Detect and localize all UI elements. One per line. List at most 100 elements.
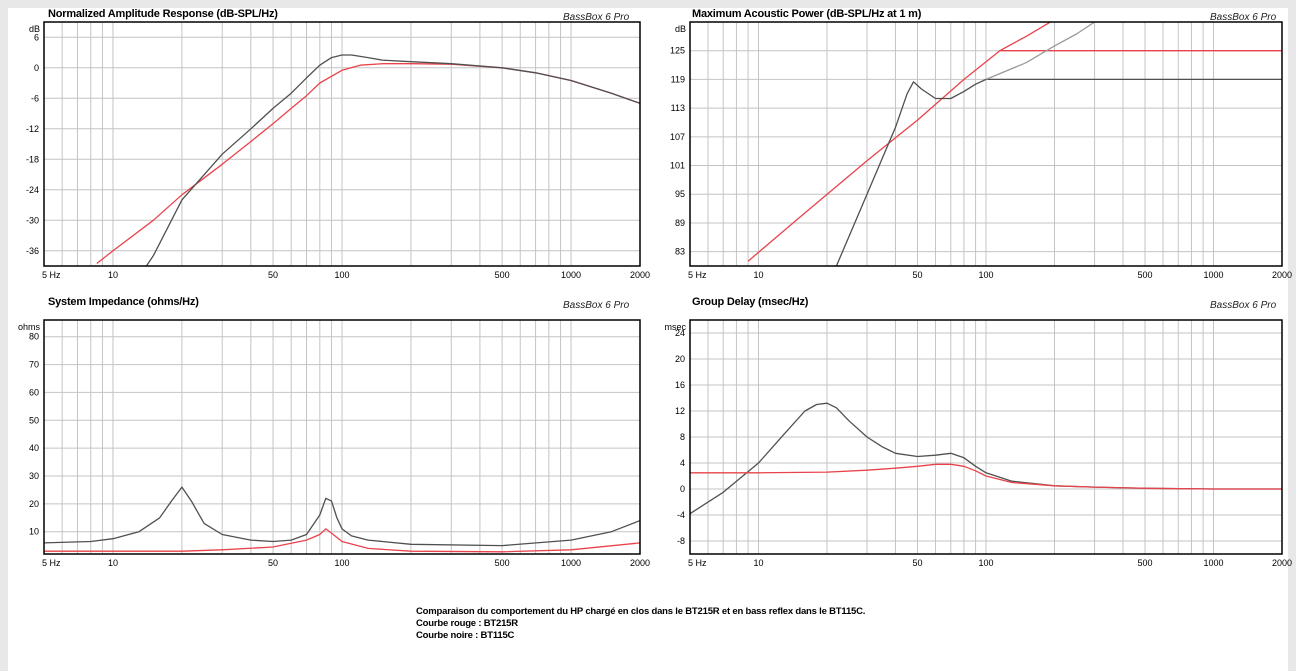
chart-title: Maximum Acoustic Power (dB-SPL/Hz at 1 m… <box>692 8 922 20</box>
series-group <box>96 54 640 266</box>
plot-frame <box>689 21 1283 267</box>
caption-red-curve: Courbe rouge : BT215R <box>416 618 518 629</box>
brand-label: BassBox 6 Pro <box>563 12 630 23</box>
y-tick-label: -18 <box>26 154 39 164</box>
x-tick-label: 5 Hz <box>42 270 61 280</box>
y-tick-label: 101 <box>670 161 685 171</box>
y-tick-label: 119 <box>671 74 685 84</box>
x-tick-label: 100 <box>334 270 349 280</box>
amplitude-plot: dB6 0 -6 -12 -18 -24 -30 -36 5 Hz 10 50 100 500 1000 2… <box>26 21 650 280</box>
grid <box>44 320 640 554</box>
y-tick-label: 4 <box>680 458 685 468</box>
x-tick-label: 100 <box>334 558 349 568</box>
y-tick-label: 6 <box>34 32 39 42</box>
x-tick-label: 50 <box>268 558 278 568</box>
x-tick-label: 500 <box>1138 270 1153 280</box>
grid <box>44 22 640 266</box>
grid <box>690 22 1282 266</box>
y-tick-label: -12 <box>26 124 39 134</box>
x-tick-label: 1000 <box>561 558 581 568</box>
chart-amplitude-response: Normalized Amplitude Response (dB-SPL/Hz… <box>8 8 650 298</box>
x-tick-label: 500 <box>495 270 510 280</box>
x-tick-label: 2000 <box>1272 270 1292 280</box>
chart-title: Group Delay (msec/Hz) <box>692 296 809 308</box>
x-tick-label: 100 <box>978 558 993 568</box>
y-axis-label: ohms <box>18 322 41 332</box>
series-group <box>747 22 1282 266</box>
x-tick-label: 5 Hz <box>688 558 707 568</box>
chart-max-acoustic-power: Maximum Acoustic Power (dB-SPL/Hz at 1 m… <box>652 8 1292 298</box>
y-tick-label: 30 <box>29 471 39 481</box>
y-tick-label: 83 <box>675 247 685 257</box>
x-tick-label: 2000 <box>630 270 650 280</box>
x-tick-label: 1000 <box>1203 270 1223 280</box>
y-tick-label: 113 <box>671 103 685 113</box>
y-tick-label: -4 <box>677 510 685 520</box>
y-tick-label: 95 <box>675 189 685 199</box>
caption: Comparaison du comportement du HP chargé… <box>416 606 865 642</box>
y-tick-label: -24 <box>26 185 39 195</box>
y-tick-label: 20 <box>29 499 39 509</box>
series-line <box>835 78 987 266</box>
x-tick-label: 50 <box>913 270 923 280</box>
series-line <box>96 63 640 265</box>
y-tick-label: 50 <box>29 415 39 425</box>
y-tick-label: 10 <box>29 527 39 537</box>
plot-frame <box>689 319 1283 555</box>
x-tick-label: 500 <box>495 558 510 568</box>
x-tick-label: 1000 <box>1203 558 1223 568</box>
y-tick-label: -8 <box>677 536 685 546</box>
grid <box>690 320 1282 554</box>
y-tick-label: 0 <box>680 484 685 494</box>
y-tick-label: 16 <box>675 380 685 390</box>
x-tick-label: 2000 <box>1272 558 1292 568</box>
caption-black-curve: Courbe noire : BT115C <box>416 630 515 641</box>
chart-title: Normalized Amplitude Response (dB-SPL/Hz… <box>48 8 278 20</box>
y-tick-label: 107 <box>670 132 685 142</box>
series-group <box>44 486 640 553</box>
x-tick-label: 50 <box>268 270 278 280</box>
y-tick-label: 8 <box>680 432 685 442</box>
y-tick-label: 24 <box>675 328 685 338</box>
chart-group-delay: Group Delay (msec/Hz) BassBox 6 Pro msec… <box>652 296 1292 586</box>
y-tick-label: 60 <box>29 387 39 397</box>
x-tick-label: 10 <box>753 270 763 280</box>
series-line <box>690 463 1282 490</box>
x-tick-label: 10 <box>108 558 118 568</box>
y-tick-label: 89 <box>675 218 685 228</box>
brand-label: BassBox 6 Pro <box>1210 300 1277 311</box>
series-line <box>44 528 640 553</box>
x-tick-label: 2000 <box>630 558 650 568</box>
y-tick-label: -36 <box>26 246 39 256</box>
series-group <box>690 402 1282 515</box>
x-tick-label: 10 <box>108 270 118 280</box>
x-tick-label: 5 Hz <box>688 270 707 280</box>
y-tick-label: 40 <box>29 443 39 453</box>
y-tick-label: -30 <box>26 215 39 225</box>
brand-label: BassBox 6 Pro <box>1210 12 1277 23</box>
y-axis-label: dB <box>29 24 40 34</box>
x-tick-label: 500 <box>1138 558 1153 568</box>
y-tick-label: 0 <box>34 63 39 73</box>
y-tick-label: 12 <box>675 406 685 416</box>
x-tick-label: 10 <box>753 558 763 568</box>
y-tick-label: 20 <box>675 354 685 364</box>
brand-label: BassBox 6 Pro <box>563 300 630 311</box>
caption-comparison: Comparaison du comportement du HP chargé… <box>416 606 866 617</box>
series-line <box>985 22 1096 81</box>
series-line <box>747 22 1052 262</box>
y-axis-label: msec <box>664 322 686 332</box>
y-tick-label: 125 <box>670 46 685 56</box>
chart-system-impedance: System Impedance (ohms/Hz) BassBox 6 Pro… <box>8 296 650 586</box>
y-tick-label: 80 <box>29 332 39 342</box>
x-tick-label: 1000 <box>561 270 581 280</box>
y-tick-label: 70 <box>29 360 39 370</box>
plot-frame <box>43 21 641 267</box>
x-tick-label: 100 <box>978 270 993 280</box>
x-tick-label: 50 <box>913 558 923 568</box>
series-line <box>145 54 640 266</box>
series-line <box>44 486 640 547</box>
y-tick-label: -6 <box>31 93 39 103</box>
